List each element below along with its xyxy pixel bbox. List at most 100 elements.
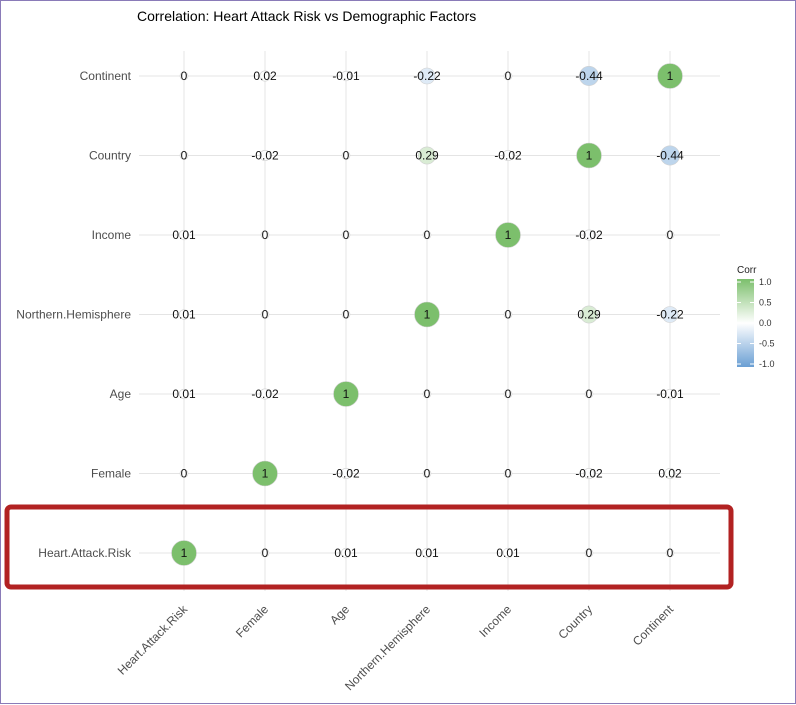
cell-age-continent: -0.01 [656,387,684,401]
cell-circle [422,389,432,399]
cell-value-label: 0.29 [577,308,601,322]
cell-circle [584,548,594,558]
cell-circle [503,310,513,319]
cell-value-label: 0 [343,308,350,322]
cell-northern-hemisphere-country: 0.29 [577,305,601,324]
cell-circle [665,548,675,558]
cell-continent-age: -0.01 [332,69,360,83]
cell-circle [259,388,271,400]
cell-circle [502,150,514,162]
cell-value-label: -0.02 [575,467,603,481]
legend-tick-label: -1.0 [759,359,775,369]
cell-value-label: 0 [667,228,674,242]
cell-value-label: 1 [343,387,350,401]
cell-country-income: -0.02 [494,149,522,163]
cell-age-age: 1 [333,381,359,407]
cell-value-label: -0.44 [575,69,603,83]
cell-value-label: -0.02 [575,228,603,242]
cell-circle [340,70,352,82]
cell-value-label: 0 [181,69,188,83]
cell-circle [179,151,189,160]
cell-value-label: 0 [262,228,269,242]
cell-income-continent: 0 [665,228,675,242]
cell-value-label: 1 [505,228,512,242]
cell-value-label: 1 [586,149,593,163]
cell-heart-attack-risk-female: 0 [260,546,270,560]
x-axis: Heart.Attack.Risk Female AgeNorthern.Hemis… [115,602,677,694]
y-axis: Heart.Attack.Risk Female Age Northern.Hemis… [16,69,132,560]
cell-value-label: 0 [505,467,512,481]
legend-colorbar [737,279,754,367]
cell-circle [576,142,602,169]
cell-circle [178,229,190,241]
cell-value-label: 0.01 [172,308,196,322]
cell-value-label: 0 [181,149,188,163]
cell-circle [260,230,270,240]
cell-circle [418,146,436,165]
cell-value-label: 0.01 [334,546,358,560]
cell-circle [178,309,190,320]
cell-age-northern-hemisphere: 0 [422,387,432,401]
cell-value-label: 0 [505,308,512,322]
cell-value-label: 1 [181,546,188,560]
cell-circle [583,467,595,479]
y-tick-label-income: Income [92,228,132,242]
cell-circle [584,389,594,399]
cell-value-label: 1 [262,467,269,481]
cell-age-female: -0.02 [251,387,279,401]
cell-heart-attack-risk-heart-attack-risk: 1 [171,540,197,566]
cell-continent-heart-attack-risk: 0 [179,69,189,83]
cell-circle [260,548,270,558]
cell-value-label: 0 [262,308,269,322]
legend-title: Corr [737,265,757,276]
cell-circle [418,67,436,85]
cell-value-label: 0.01 [415,546,439,560]
cell-value-label: -0.01 [656,387,684,401]
legend: Corr 1.0 0.5 0.0 -0.5 -1.0 [737,265,775,369]
cell-circle [340,467,352,479]
cell-value-label: 0 [586,546,593,560]
legend-tick-label: 0.0 [759,318,772,328]
cell-circle [340,547,352,559]
cell-value-label: 0.29 [415,149,439,163]
cell-northern-hemisphere-northern-hemisphere: 1 [414,301,440,328]
cell-value-label: 0.01 [496,546,520,560]
y-tick-label-heart-attack-risk: Heart.Attack.Risk [38,546,132,560]
cell-age-heart-attack-risk: 0.01 [172,387,196,401]
cell-value-label: -0.02 [251,387,279,401]
cell-circle [657,63,683,89]
cell-circle [341,151,351,160]
cell-female-female: 1 [252,460,278,487]
cell-value-label: -0.01 [332,69,360,83]
cell-heart-attack-risk-continent: 0 [665,546,675,560]
cell-circle [503,469,513,478]
cell-income-income: 1 [495,222,521,248]
cell-circle [502,547,514,559]
cell-circle [259,70,271,82]
cell-value-label: 0.01 [172,228,196,242]
cell-country-northern-hemisphere: 0.29 [415,146,439,165]
cell-circle [422,469,432,478]
y-tick-label-country: Country [89,149,131,163]
cell-circle [179,71,189,81]
cell-female-age: -0.02 [332,467,360,481]
cell-circle [583,229,595,241]
cell-circle [579,66,599,86]
cell-country-age: 0 [341,149,351,163]
cell-country-continent: -0.44 [656,145,684,166]
cell-value-label: -0.22 [656,308,684,322]
cell-circle [260,310,270,319]
cell-female-continent: 0.02 [658,467,682,481]
cell-continent-continent: 1 [657,63,683,89]
x-tick-label-female: Female [233,602,271,640]
cell-circle [421,547,433,559]
cell-female-heart-attack-risk: 0 [179,467,189,481]
cell-value-label: -0.44 [656,149,684,163]
x-tick-label-country: Country [556,602,596,642]
x-tick-label-continent: Continent [630,602,677,649]
x-tick-label-heart-attack-risk: Heart.Attack.Risk [115,602,191,678]
cell-value-label: -0.02 [494,149,522,163]
cell-value-label: 0 [667,546,674,560]
cell-circle [661,306,679,323]
cell-continent-income: 0 [503,69,513,83]
